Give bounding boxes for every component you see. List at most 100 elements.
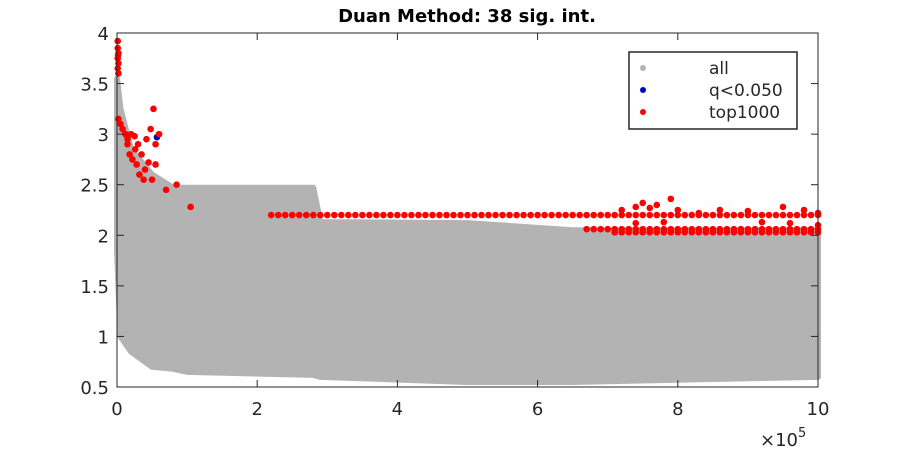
point (604, 225, 611, 233)
point (415, 211, 422, 219)
point (302, 211, 310, 219)
point (436, 211, 443, 219)
point (492, 211, 499, 219)
point (471, 211, 478, 219)
point (288, 211, 296, 219)
point (751, 211, 759, 219)
point (126, 151, 133, 158)
point (688, 228, 696, 236)
legend-label: all (709, 59, 729, 79)
point (155, 130, 163, 138)
point (555, 211, 562, 219)
y-tick-label: 2.5 (80, 176, 109, 197)
y-tick-label: 4 (98, 24, 109, 45)
point (667, 195, 675, 203)
point (408, 211, 415, 219)
point (457, 211, 464, 219)
legend-label: q<0.050 (709, 81, 783, 101)
point (117, 120, 124, 128)
point (122, 130, 129, 138)
point (744, 228, 752, 236)
point (716, 211, 724, 219)
point (674, 211, 682, 219)
y-tick-label: 3 (98, 125, 109, 146)
point (653, 228, 661, 236)
point (730, 211, 738, 219)
point (716, 206, 724, 214)
point (765, 211, 773, 219)
point (131, 146, 139, 153)
point (138, 151, 145, 158)
point (625, 228, 633, 236)
point (758, 218, 766, 226)
point (450, 211, 457, 219)
point (569, 211, 576, 219)
point (478, 211, 485, 219)
point (324, 211, 331, 219)
x-tick-label: 6 (532, 399, 543, 420)
point (583, 211, 590, 219)
legend-label: top1000 (709, 103, 780, 123)
legend-marker (640, 109, 646, 115)
point (695, 209, 703, 217)
point (583, 225, 590, 233)
point (352, 211, 359, 219)
point (373, 211, 380, 219)
point (124, 135, 131, 143)
x-multiplier-base: ×10 (760, 430, 798, 450)
point (114, 37, 122, 45)
point (639, 228, 647, 236)
point (646, 204, 654, 212)
point (632, 228, 640, 236)
point (618, 228, 626, 236)
point (387, 211, 394, 219)
point (422, 211, 429, 219)
point (147, 125, 154, 133)
point (660, 228, 668, 236)
point (793, 228, 801, 236)
point (800, 206, 808, 214)
point (709, 228, 717, 236)
point (114, 65, 122, 72)
point (394, 211, 401, 219)
point (513, 211, 520, 219)
point (765, 228, 773, 236)
point (772, 228, 780, 236)
point (702, 228, 710, 236)
point (485, 211, 492, 219)
point (625, 211, 633, 219)
point (807, 211, 815, 219)
point (779, 211, 787, 219)
point (646, 228, 654, 236)
point (737, 211, 745, 219)
chart-title: Duan Method: 38 sig. int. (338, 6, 596, 27)
point (758, 228, 766, 236)
point (730, 228, 738, 236)
point (681, 228, 689, 236)
point (152, 161, 159, 168)
point (779, 203, 787, 211)
point (590, 225, 597, 233)
point (681, 211, 689, 219)
point (506, 211, 513, 219)
axes-box (116, 32, 819, 388)
point (295, 211, 303, 219)
point (772, 211, 780, 219)
point (162, 186, 170, 194)
point (653, 211, 661, 219)
point (632, 219, 640, 227)
point (723, 211, 731, 219)
point (152, 140, 159, 148)
point (345, 211, 352, 219)
point (338, 211, 345, 219)
point (807, 228, 815, 236)
point (716, 228, 724, 236)
y-tick-label: 1.5 (80, 277, 109, 298)
legend-box (628, 51, 798, 130)
point (133, 161, 140, 168)
y-tick-label: 3.5 (80, 75, 109, 96)
legend-marker (640, 65, 646, 71)
point (618, 211, 626, 219)
